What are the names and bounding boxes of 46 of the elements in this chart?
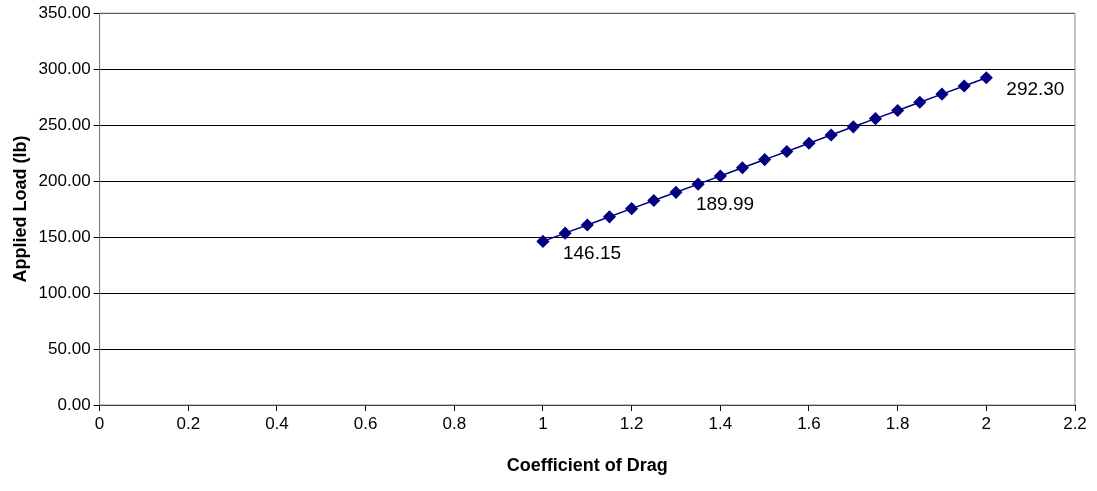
y-tick-label: 300.00 [38,58,91,78]
x-axis-title: Coefficient of Drag [506,455,668,476]
y-tick-label: 100.00 [38,282,91,302]
x-tick-label: 0 [94,413,105,433]
point [758,153,771,166]
point [847,120,860,134]
point [802,137,816,150]
point [669,186,683,199]
x-tick-label: 1.4 [708,413,733,433]
point [935,87,949,101]
point [869,112,882,125]
point [581,218,594,232]
x-tick-label: 0.8 [442,413,467,433]
y-tick-label: 350.00 [38,2,91,22]
y-tick-label: 250.00 [38,114,91,134]
x-tick-label: 2 [981,413,992,433]
point [736,161,749,175]
point [913,96,927,109]
point [625,202,638,215]
x-tick-label: 2.2 [1063,413,1087,433]
point [691,177,705,191]
point [536,235,550,248]
point [603,210,616,224]
data-label: 189.99 [695,192,755,214]
x-tick-label: 0.6 [353,413,378,433]
point [824,128,838,142]
data-label: 146.15 [562,241,622,263]
x-tick-label: 1.8 [885,413,910,433]
x-tick-label: 1.6 [797,413,821,433]
y-tick-label: 0.00 [57,394,91,414]
y-axis-title: Applied Load (lb) [9,135,30,283]
point [891,104,904,117]
x-tick-label: 0.2 [176,413,201,433]
data-label: 292.30 [1006,78,1065,100]
x-tick-label: 1 [538,413,548,433]
y-tick-label: 200.00 [38,170,91,190]
point [957,79,971,93]
point [780,145,794,158]
y-tick-label: 150.00 [38,226,91,246]
x-tick-label: 0.4 [265,413,289,433]
point [647,194,661,207]
x-tick-label: 1.2 [619,413,644,433]
point [980,71,993,85]
y-tick-label: 50.00 [48,338,91,358]
point [714,169,727,183]
point [558,226,572,240]
